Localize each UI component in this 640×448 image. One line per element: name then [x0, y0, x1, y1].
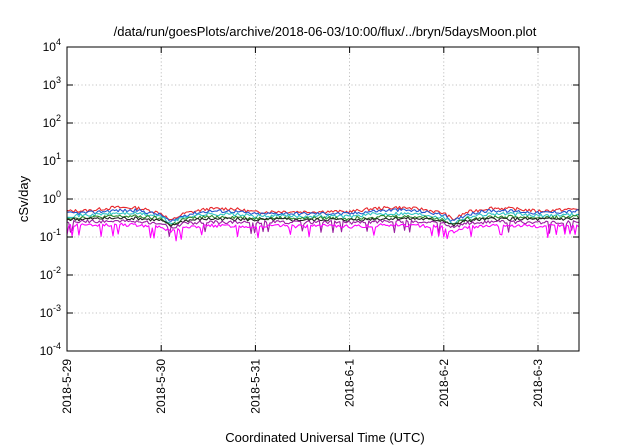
series-line	[66, 219, 579, 237]
y-tick-label: 103	[43, 75, 61, 92]
x-axis: 2018-5-29 2018-5-30 2018-5-31 2018-6-1 2018-…	[60, 47, 545, 414]
y-axis-label: cSv/day	[16, 175, 31, 222]
y-tick-label: 10-1	[40, 227, 61, 244]
series-line	[66, 211, 579, 225]
data-series	[66, 205, 579, 242]
y-tick-label: 10-4	[40, 341, 61, 358]
x-axis-label: Coordinated Universal Time (UTC)	[225, 430, 424, 445]
series-line	[66, 207, 579, 222]
y-axis: 10-4 10-3 10-2 10-1 100 101 102 103 104	[40, 37, 579, 358]
x-tick-label: 2018-5-29	[60, 359, 74, 414]
grid	[66, 46, 579, 352]
x-tick-label: 2018-6-2	[437, 359, 451, 407]
x-tick-label: 2018-5-31	[248, 359, 262, 414]
chart-title: /data/run/goesPlots/archive/2018-06-03/1…	[114, 24, 537, 39]
series-line	[66, 216, 579, 228]
x-tick-label: 2018-6-3	[531, 359, 545, 407]
y-tick-label: 102	[43, 113, 61, 130]
y-tick-label: 100	[43, 189, 61, 206]
y-tick-label: 10-3	[40, 303, 61, 320]
x-tick-label: 2018-6-1	[343, 359, 357, 407]
x-tick-label: 2018-5-30	[154, 359, 168, 414]
y-tick-label: 101	[43, 151, 61, 168]
y-tick-label: 10-2	[40, 265, 61, 282]
series-line	[66, 222, 579, 242]
y-tick-label: 104	[43, 37, 61, 54]
